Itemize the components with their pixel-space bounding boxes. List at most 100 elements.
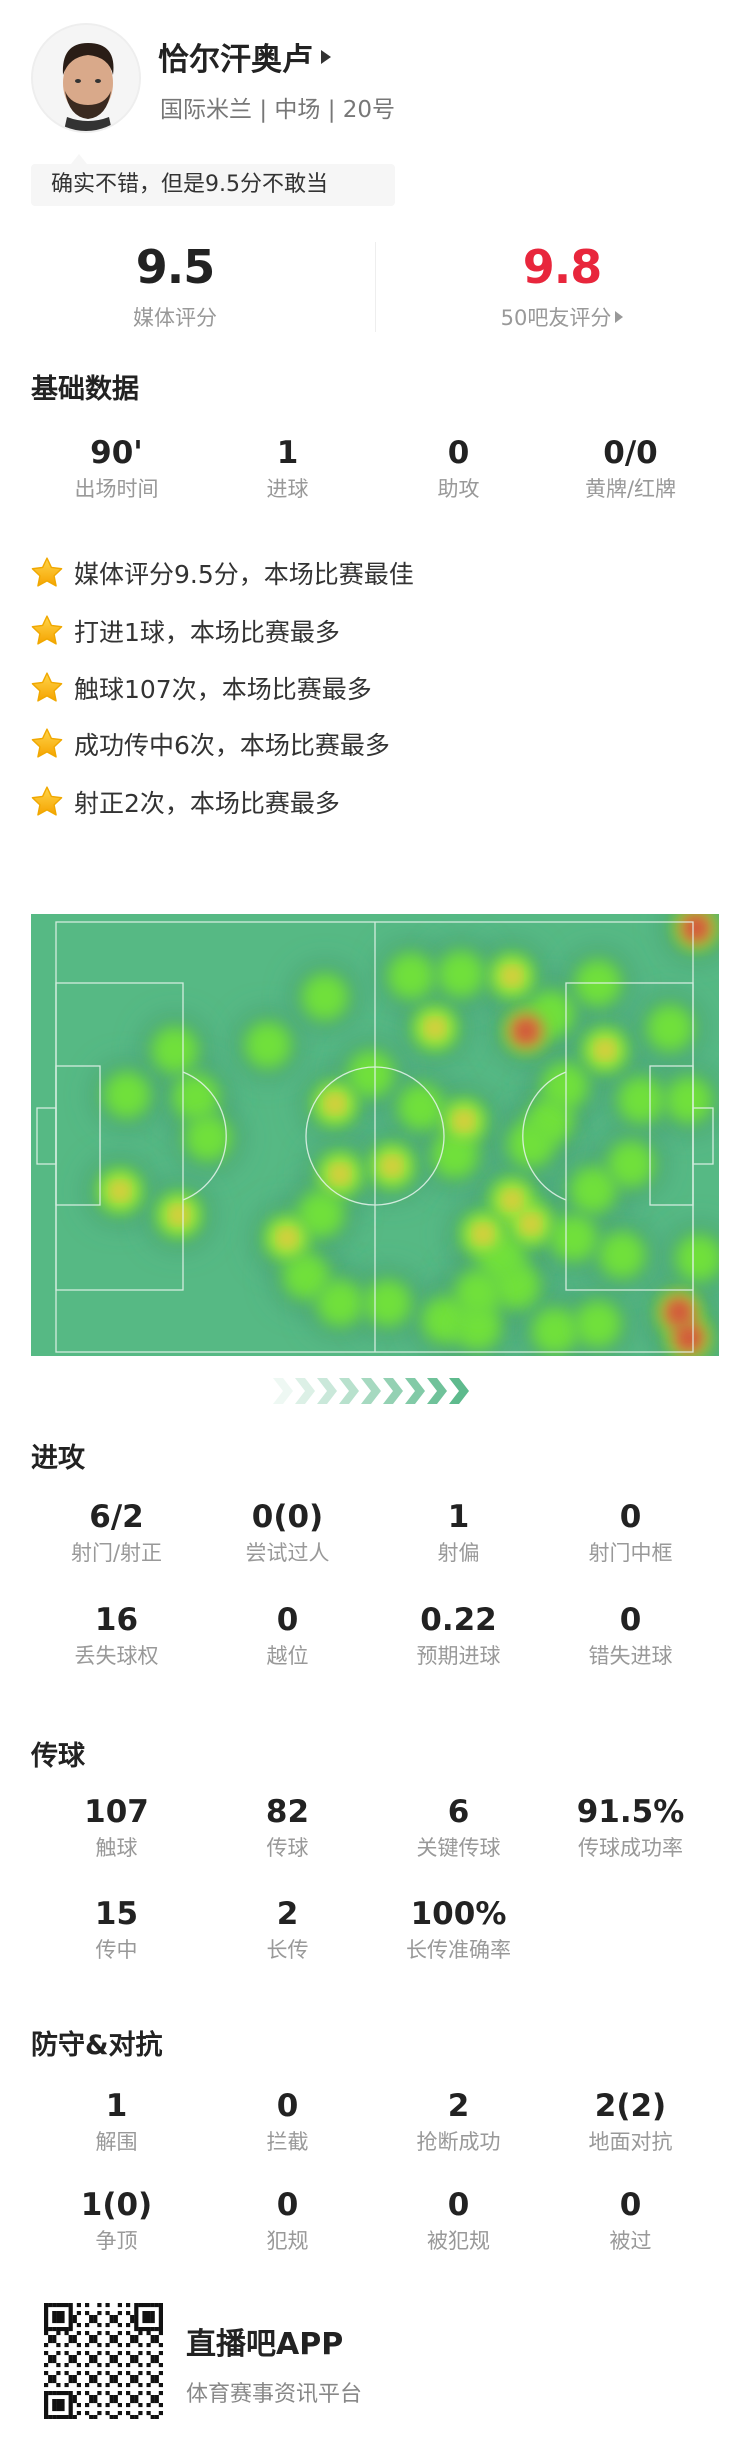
stat-label: 关键传球	[416, 1836, 501, 1860]
section-title-passing: 传球	[31, 1741, 85, 1772]
heat-spot	[364, 1279, 412, 1327]
divider	[375, 242, 376, 332]
position: 中场	[274, 97, 321, 123]
highlight-item: 触球107次，本场比赛最多	[30, 670, 372, 706]
stat-value: 6	[447, 1794, 470, 1830]
arrow-chevron-icon	[405, 1378, 425, 1404]
heat-spot	[114, 1185, 126, 1197]
stat-item: 0(0) 尝试过人	[202, 1499, 373, 1567]
stat-value: 0.22	[420, 1602, 497, 1638]
stat-value: 1	[105, 2088, 128, 2124]
separator: |	[327, 97, 336, 123]
heat-spot	[429, 1022, 441, 1034]
stat-label: 被犯规	[427, 2229, 490, 2253]
stat-item: 0 被犯规	[373, 2187, 544, 2255]
stat-label: 地面对抗	[588, 2130, 673, 2154]
stat-item: 0.22 预期进球	[373, 1602, 544, 1670]
shirt-number: 20号	[342, 97, 396, 123]
stat-item: 2 长传	[202, 1896, 373, 1964]
arrow-right-icon	[615, 311, 624, 323]
heat-spot	[574, 1300, 622, 1348]
stat-value: 0	[619, 1499, 642, 1535]
stat-item: 0 犯规	[202, 2187, 373, 2255]
separator: |	[259, 97, 268, 123]
stat-label: 传球	[266, 1836, 309, 1860]
heat-spot	[386, 1160, 398, 1172]
fan-rating-label: 50吧友评分	[500, 306, 612, 330]
heat-spot	[301, 973, 349, 1021]
heatmap-pitch	[31, 914, 719, 1356]
heat-spot	[550, 1214, 598, 1262]
stat-value: 0	[619, 2187, 642, 2223]
arrow-chevron-icon	[273, 1378, 293, 1404]
attack-direction-arrows	[273, 1378, 469, 1404]
team-name: 国际米兰	[160, 97, 252, 123]
player-name-link[interactable]: 恰尔汗奥卢	[158, 34, 331, 79]
heat-spot	[431, 1131, 479, 1179]
stat-label: 尝试过人	[245, 1541, 330, 1565]
star-icon	[31, 672, 63, 702]
stat-value: 0/0	[603, 435, 658, 471]
brand-slogan: 体育赛事资讯平台	[186, 2382, 363, 2407]
qr-code[interactable]	[44, 2303, 164, 2419]
heat-spot	[607, 1140, 655, 1188]
heat-spot	[244, 1021, 292, 1069]
stat-label: 助攻	[437, 477, 480, 501]
stat-item: 107 触球	[31, 1794, 202, 1862]
stat-label: 拦截	[266, 2130, 309, 2154]
heat-spot	[173, 1209, 185, 1221]
stat-label: 长传准确率	[406, 1938, 511, 1962]
heat-spot	[347, 1050, 395, 1098]
stat-value: 0	[447, 435, 470, 471]
stat-label: 传中	[95, 1938, 138, 1962]
highlight-text: 成功传中6次，本场比赛最多	[74, 731, 390, 760]
stat-label: 错失进球	[588, 1644, 673, 1668]
arrow-chevron-icon	[361, 1378, 381, 1404]
heat-spot	[458, 1115, 470, 1127]
heat-spot	[598, 1231, 646, 1279]
stat-item: 90' 出场时间	[31, 435, 202, 503]
brand-name: 直播吧APP	[186, 2327, 344, 2362]
stat-value: 2(2)	[594, 2088, 667, 2124]
heat-spot	[525, 1218, 537, 1230]
stat-label: 预期进球	[416, 1644, 501, 1668]
stat-value: 90'	[90, 435, 143, 471]
player-name: 恰尔汗奥卢	[158, 42, 313, 78]
stat-item: 0/0 黄牌/红牌	[545, 435, 716, 503]
star-icon	[31, 786, 63, 816]
section-title-basic: 基础数据	[31, 374, 139, 405]
stat-label: 长传	[266, 1938, 309, 1962]
player-avatar[interactable]	[31, 23, 141, 133]
stat-value: 100%	[410, 1896, 507, 1932]
stat-item: 0 射门中框	[545, 1499, 716, 1567]
fan-rating[interactable]: 9.8 50吧友评分	[412, 240, 712, 332]
stat-value: 6/2	[89, 1499, 144, 1535]
stat-label: 抢断成功	[416, 2130, 501, 2154]
stat-value: 2	[276, 1896, 299, 1932]
stat-label: 射门中框	[588, 1541, 673, 1565]
heat-spot	[507, 1120, 555, 1168]
fan-rating-value: 9.8	[522, 240, 603, 294]
star-icon	[31, 728, 63, 758]
highlight-text: 射正2次，本场比赛最多	[74, 789, 340, 818]
heat-spot	[675, 1234, 719, 1282]
stat-label: 犯规	[266, 2229, 309, 2253]
heat-spot	[541, 1062, 589, 1110]
heat-spot	[646, 1004, 694, 1052]
heat-spot	[617, 1076, 665, 1124]
stat-label: 进球	[266, 477, 309, 501]
stat-item: 0 越位	[202, 1602, 373, 1670]
stat-item: 0 被过	[545, 2187, 716, 2255]
heat-spot	[437, 950, 485, 998]
stat-item: 100% 长传准确率	[373, 1896, 544, 1964]
star-icon	[31, 615, 63, 645]
media-rating-label: 媒体评分	[133, 306, 217, 330]
heat-spot	[531, 1307, 579, 1355]
comment-bubble: 确实不错，但是9.5分不敢当	[31, 154, 395, 206]
heat-spot	[665, 1076, 713, 1124]
media-rating: 9.5 媒体评分	[25, 240, 325, 332]
section-title-defense: 防守&对抗	[31, 2030, 163, 2061]
highlight-text: 打进1球，本场比赛最多	[74, 618, 340, 647]
stat-label: 争顶	[95, 2229, 138, 2253]
arrow-chevron-icon	[317, 1378, 337, 1404]
